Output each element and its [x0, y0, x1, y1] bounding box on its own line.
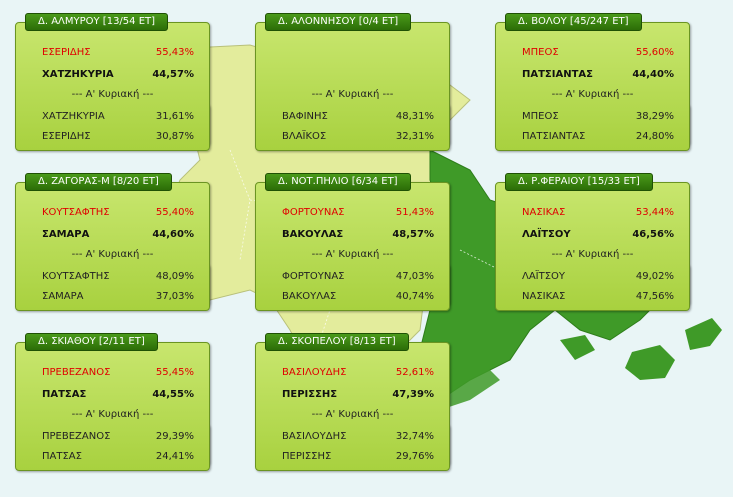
result-card-skopelos[interactable]: Δ. ΣΚΟΠΕΛΟΥ [8/13 ΕΤ] ΒΑΣΙΛΟΥΔΗΣ 52,61% Π…	[255, 333, 450, 471]
card-header: Δ. Ρ.ΦΕΡΑΙΟΥ [15/33 ΕΤ]	[505, 173, 653, 191]
result-card-volos[interactable]: Δ. ΒΟΛΟΥ [45/247 ΕΤ] ΜΠΕΟΣ 55,60% ΠΑΤΣΙΑΝ…	[495, 13, 690, 151]
card-body: ΒΑΣΙΛΟΥΔΗΣ 52,61% ΠΕΡΙΣΣΗΣ 47,39% --- Α' Κ…	[255, 342, 450, 471]
first-round-row: ΧΑΤΖΗΚΥΡΙΑ 31,61%	[42, 111, 194, 122]
map-island-3	[560, 335, 595, 360]
runoff-second: ΠΑΤΣΑΣ 44,55%	[42, 389, 194, 400]
first-round-row: ΜΠΕΟΣ 38,29%	[522, 111, 674, 122]
card-header: Δ. ΣΚΟΠΕΛΟΥ [8/13 ΕΤ]	[265, 333, 409, 351]
first-round-label: --- Α' Κυριακή ---	[311, 409, 394, 420]
first-round-row: ΛΑΪΤΣΟΥ 49,02%	[522, 271, 674, 282]
card-body: ΕΣΕΡΙΔΗΣ 55,43% ΧΑΤΖΗΚΥΡΙΑ 44,57% --- Α' Κ…	[15, 22, 210, 151]
first-round-row: ΣΑΜΑΡΑ 37,03%	[42, 291, 194, 302]
card-header: Δ. ΖΑΓΟΡΑΣ-Μ [8/20 ΕΤ]	[25, 173, 172, 191]
first-round-row: ΕΣΕΡΙΔΗΣ 30,87%	[42, 131, 194, 142]
first-round-row: ΒΑΚΟΥΛΑΣ 40,74%	[282, 291, 434, 302]
runoff-second	[256, 68, 449, 82]
first-round-label: --- Α' Κυριακή ---	[551, 89, 634, 100]
runoff-second: ΠΑΤΣΙΑΝΤΑΣ 44,40%	[522, 69, 674, 80]
card-header: Δ. ΣΚΙΑΘΟΥ [2/11 ΕΤ]	[25, 333, 158, 351]
card-body: ΠΡΕΒΕΖΑΝΟΣ 55,45% ΠΑΤΣΑΣ 44,55% --- Α' Κυρ…	[15, 342, 210, 471]
map-island-1	[625, 345, 675, 380]
result-card-notio-pilio[interactable]: Δ. ΝΟΤ.ΠΗΛΙΟ [6/34 ΕΤ] ΦΟΡΤΟΥΝΑΣ 51,43% Β…	[255, 173, 450, 311]
runoff-second: ΧΑΤΖΗΚΥΡΙΑ 44,57%	[42, 69, 194, 80]
runoff-winner: ΝΑΣΙΚΑΣ 53,44%	[522, 207, 674, 218]
runoff-second: ΠΕΡΙΣΣΗΣ 47,39%	[282, 389, 434, 400]
first-round-row: ΒΛΑΪΚΟΣ 32,31%	[282, 131, 434, 142]
first-round-row: ΠΡΕΒΕΖΑΝΟΣ 29,39%	[42, 431, 194, 442]
card-body: ΜΠΕΟΣ 55,60% ΠΑΤΣΙΑΝΤΑΣ 44,40% --- Α' Κυρι…	[495, 22, 690, 151]
first-round-row: ΦΟΡΤΟΥΝΑΣ 47,03%	[282, 271, 434, 282]
first-round-row: ΚΟΥΤΣΑΦΤΗΣ 48,09%	[42, 271, 194, 282]
card-header: Δ. ΒΟΛΟΥ [45/247 ΕΤ]	[505, 13, 642, 31]
first-round-row: ΒΑΦΙΝΗΣ 48,31%	[282, 111, 434, 122]
card-header: Δ. ΑΛΜΥΡΟΥ [13/54 ΕΤ]	[25, 13, 169, 31]
runoff-winner: ΠΡΕΒΕΖΑΝΟΣ 55,45%	[42, 367, 194, 378]
runoff-winner: ΜΠΕΟΣ 55,60%	[522, 47, 674, 58]
result-card-almyros[interactable]: Δ. ΑΛΜΥΡΟΥ [13/54 ΕΤ] ΕΣΕΡΙΔΗΣ 55,43% ΧΑΤ…	[15, 13, 210, 151]
runoff-second: ΣΑΜΑΡΑ 44,60%	[42, 229, 194, 240]
runoff-second: ΒΑΚΟΥΛΑΣ 48,57%	[282, 229, 434, 240]
first-round-row: ΠΑΤΣΙΑΝΤΑΣ 24,80%	[522, 131, 674, 142]
result-card-skiathos[interactable]: Δ. ΣΚΙΑΘΟΥ [2/11 ΕΤ] ΠΡΕΒΕΖΑΝΟΣ 55,45% ΠΑ…	[15, 333, 210, 471]
result-card-zagora[interactable]: Δ. ΖΑΓΟΡΑΣ-Μ [8/20 ΕΤ] ΚΟΥΤΣΑΦΤΗΣ 55,40% …	[15, 173, 210, 311]
first-round-row: ΒΑΣΙΛΟΥΔΗΣ 32,74%	[282, 431, 434, 442]
result-card-rigas-feraios[interactable]: Δ. Ρ.ΦΕΡΑΙΟΥ [15/33 ΕΤ] ΝΑΣΙΚΑΣ 53,44% ΛΑ…	[495, 173, 690, 311]
first-round-label: --- Α' Κυριακή ---	[71, 89, 154, 100]
map-island-2	[685, 318, 722, 350]
first-round-label: --- Α' Κυριακή ---	[71, 409, 154, 420]
card-header: Δ. ΝΟΤ.ΠΗΛΙΟ [6/34 ΕΤ]	[265, 173, 411, 191]
first-round-row: ΠΕΡΙΣΣΗΣ 29,76%	[282, 451, 434, 462]
first-round-row: ΝΑΣΙΚΑΣ 47,56%	[522, 291, 674, 302]
first-round-label: --- Α' Κυριακή ---	[551, 249, 634, 260]
result-card-alonnisos[interactable]: Δ. ΑΛΟΝΝΗΣΟΥ [0/4 ΕΤ] --- Α' Κυριακή ---…	[255, 13, 450, 151]
first-round-label: --- Α' Κυριακή ---	[71, 249, 154, 260]
first-round-row: ΠΑΤΣΑΣ 24,41%	[42, 451, 194, 462]
runoff-second: ΛΑΪΤΣΟΥ 46,56%	[522, 229, 674, 240]
runoff-winner: ΦΟΡΤΟΥΝΑΣ 51,43%	[282, 207, 434, 218]
card-header: Δ. ΑΛΟΝΝΗΣΟΥ [0/4 ΕΤ]	[265, 13, 412, 31]
runoff-winner: ΚΟΥΤΣΑΦΤΗΣ 55,40%	[42, 207, 194, 218]
card-body: ΦΟΡΤΟΥΝΑΣ 51,43% ΒΑΚΟΥΛΑΣ 48,57% --- Α' Κυ…	[255, 182, 450, 311]
runoff-winner	[256, 46, 449, 60]
card-body: --- Α' Κυριακή --- ΒΑΦΙΝΗΣ 48,31% ΒΛΑΪΚΟΣ…	[255, 22, 450, 151]
first-round-label: --- Α' Κυριακή ---	[311, 89, 394, 100]
runoff-winner: ΕΣΕΡΙΔΗΣ 55,43%	[42, 47, 194, 58]
first-round-label: --- Α' Κυριακή ---	[311, 249, 394, 260]
card-body: ΝΑΣΙΚΑΣ 53,44% ΛΑΪΤΣΟΥ 46,56% --- Α' Κυρια…	[495, 182, 690, 311]
runoff-winner: ΒΑΣΙΛΟΥΔΗΣ 52,61%	[282, 367, 434, 378]
card-body: ΚΟΥΤΣΑΦΤΗΣ 55,40% ΣΑΜΑΡΑ 44,60% --- Α' Κυρ…	[15, 182, 210, 311]
